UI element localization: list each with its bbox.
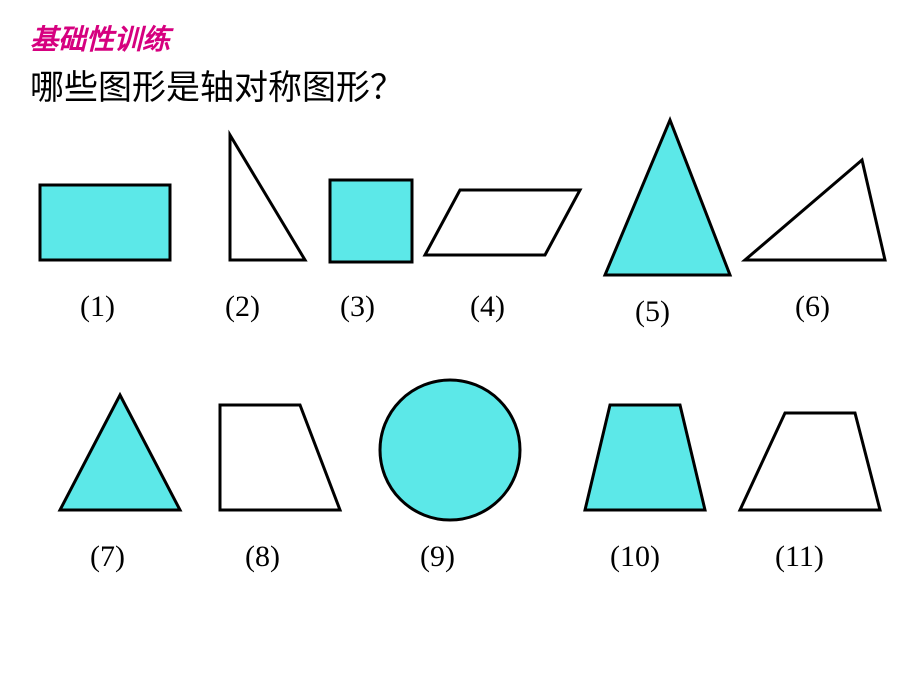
shape-8-label: (8) — [245, 540, 280, 574]
shape-11-label: (11) — [775, 540, 824, 574]
shape-1-label: (1) — [80, 290, 115, 324]
shape-10-label: (10) — [610, 540, 660, 574]
shapes-canvas — [0, 0, 920, 690]
shape-4 — [425, 190, 580, 255]
shape-7 — [60, 395, 180, 510]
shape-5 — [605, 120, 730, 275]
shape-3 — [330, 180, 412, 262]
shape-7-label: (7) — [90, 540, 125, 574]
shape-3-label: (3) — [340, 290, 375, 324]
shape-9 — [380, 380, 520, 520]
shape-10 — [585, 405, 705, 510]
shape-2-label: (2) — [225, 290, 260, 324]
shape-2 — [230, 135, 305, 260]
shape-8 — [220, 405, 340, 510]
shape-4-label: (4) — [470, 290, 505, 324]
shape-11 — [740, 413, 880, 510]
shape-6 — [745, 160, 885, 260]
shape-6-label: (6) — [795, 290, 830, 324]
shape-9-label: (9) — [420, 540, 455, 574]
shape-5-label: (5) — [635, 295, 670, 329]
shape-1 — [40, 185, 170, 260]
